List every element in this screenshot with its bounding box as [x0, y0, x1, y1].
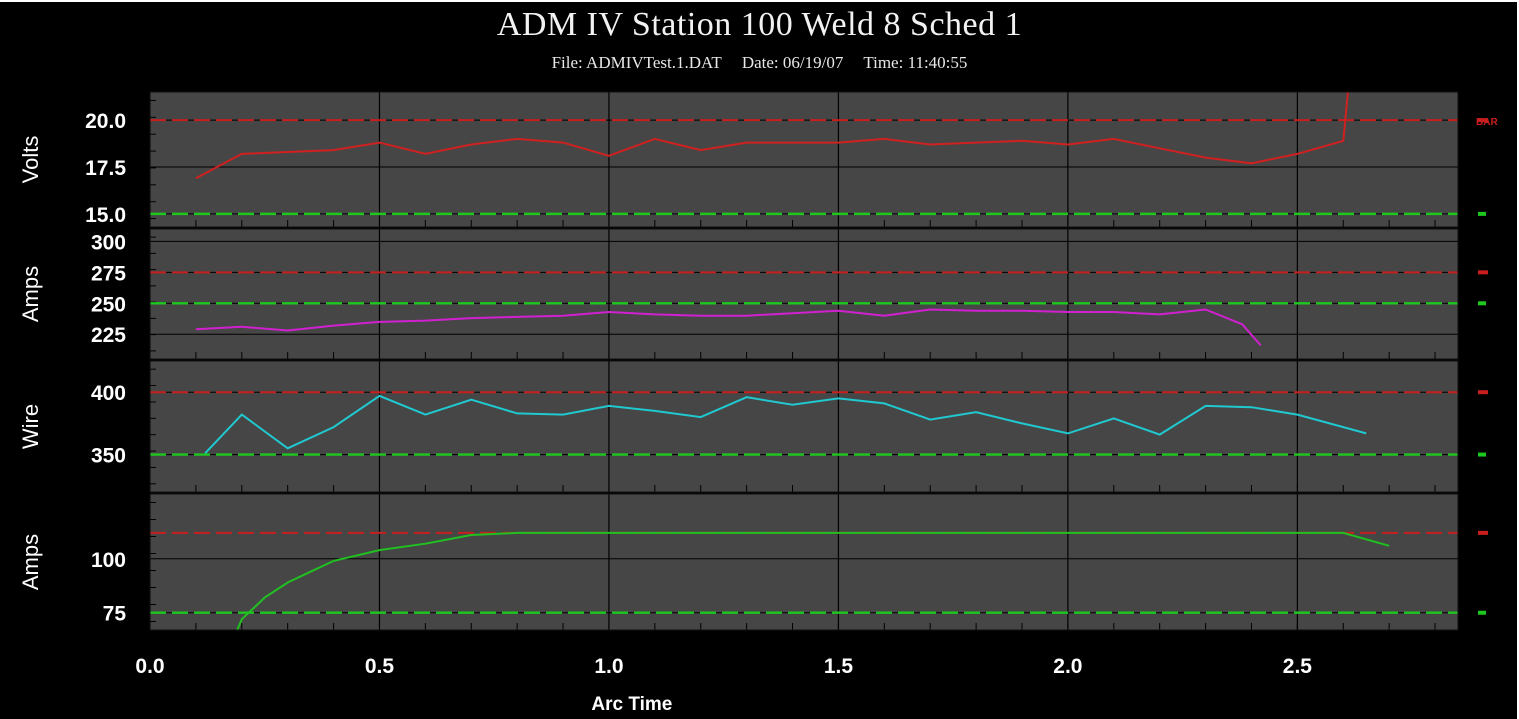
y-axis-label: Volts	[18, 136, 43, 184]
panel-3: 400 350 Wire	[18, 360, 1488, 493]
y-tick-label: 400	[91, 382, 126, 405]
y-tick-label: 275	[91, 262, 126, 285]
lower-limit-marker-box	[1478, 211, 1486, 216]
plot-area	[150, 361, 1458, 492]
y-tick-label: 100	[91, 549, 126, 572]
chart-title: ADM IV Station 100 Weld 8 Sched 1	[496, 6, 1023, 43]
y-tick-label: 225	[91, 324, 126, 347]
plot-area	[150, 92, 1458, 227]
lower-limit-marker-box	[1478, 452, 1486, 457]
date-label: Date: 06/19/07	[741, 53, 844, 72]
upper-limit-marker: BAR	[1476, 117, 1498, 128]
upper-limit-marker-box	[1478, 390, 1488, 395]
y-tick-label: 15.0	[85, 204, 126, 227]
y-axis-label: Amps	[18, 534, 43, 590]
series-line	[195, 91, 1349, 180]
panel-border	[149, 91, 1459, 228]
plot-area	[150, 229, 1458, 359]
x-axis: 0.0 0.5 1.0 1.5 2.0 2.5 Arc Time	[135, 655, 1312, 715]
time-label: Time: 11:40:55	[863, 53, 968, 72]
series-line	[204, 394, 1367, 454]
upper-limit-marker-box	[1478, 530, 1488, 535]
y-tick-label: 75	[103, 603, 127, 626]
lower-limit-marker-box	[1478, 610, 1486, 615]
panel-border	[149, 360, 1459, 493]
y-tick-label: 17.5	[85, 157, 126, 180]
x-tick-label: 1.0	[594, 655, 623, 678]
y-axis-label: Amps	[18, 266, 43, 322]
y-axis-label: Wire	[18, 404, 43, 449]
plot-area	[150, 494, 1458, 630]
panel-1: BAR 20.0 17.5 15.0 Volts	[18, 91, 1498, 228]
panel-border	[149, 228, 1459, 360]
x-tick-label: 0.0	[135, 655, 164, 678]
series-line	[236, 531, 1390, 630]
chart-subtitle: File: ADMIVTest.1.DAT Date: 06/19/07 Time:…	[0, 53, 1519, 73]
x-tick-label: 1.5	[824, 655, 854, 678]
y-tick-label: 250	[91, 293, 126, 316]
x-axis-label: Arc Time	[591, 694, 672, 715]
x-tick-label: 0.5	[365, 655, 395, 678]
series-line	[195, 308, 1262, 347]
x-tick-label: 2.5	[1283, 655, 1313, 678]
y-tick-label: 20.0	[85, 110, 126, 133]
panel-4: 100 75 Amps	[18, 493, 1488, 631]
y-tick-label: 300	[91, 231, 126, 254]
file-label: File: ADMIVTest.1.DAT	[551, 53, 722, 72]
lower-limit-marker-box	[1478, 301, 1486, 306]
upper-limit-marker-box	[1478, 270, 1488, 275]
panel-2: 300 275 250 225 Amps	[18, 228, 1488, 360]
upper-limit-marker-box	[1478, 118, 1488, 123]
y-tick-label: 350	[91, 445, 126, 468]
panel-border	[149, 493, 1459, 631]
x-tick-label: 2.0	[1053, 655, 1082, 678]
